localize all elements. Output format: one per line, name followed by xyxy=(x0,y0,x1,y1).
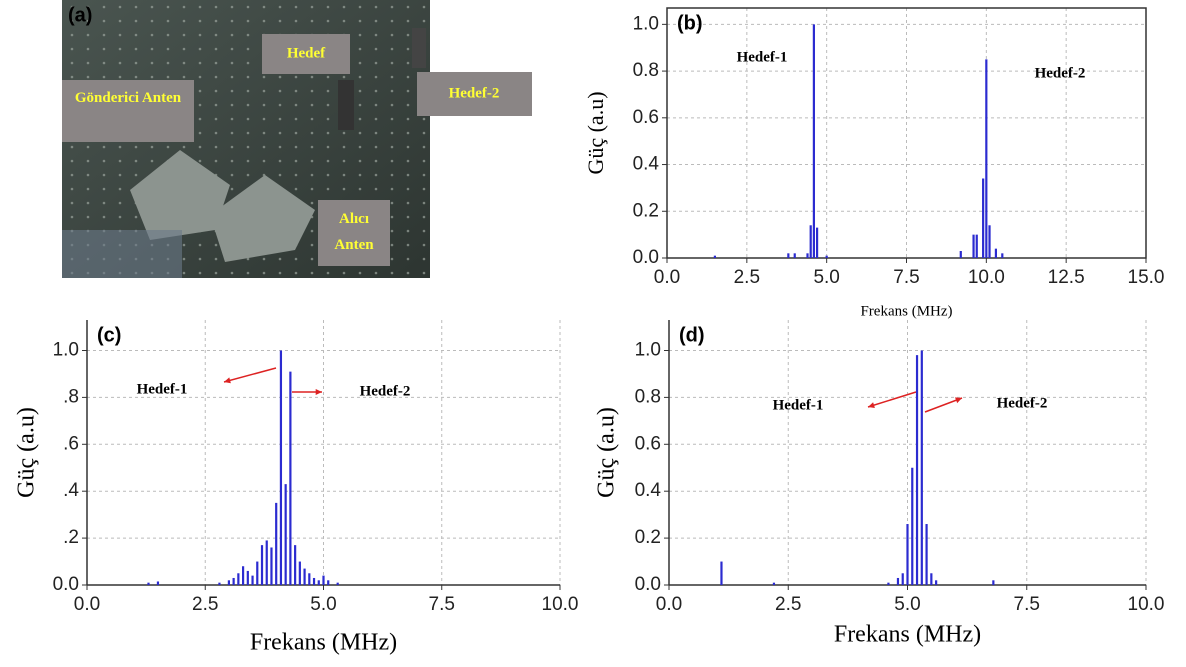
arrow-head xyxy=(868,402,875,409)
label-box xyxy=(318,200,390,266)
chart: 0.0 2.5 5.0 7.5 10.0 0.0 0.2 0.4 0.6 0.8 1.0 (d) Fre… xyxy=(594,320,1165,648)
annotation: Hedef-2 xyxy=(997,395,1048,411)
y-tick-label: 0.0 xyxy=(635,574,661,595)
y-axis-label: Güç (a.u) xyxy=(583,91,608,174)
x-tick-label: 5.0 xyxy=(813,267,839,288)
photo-label: Alıcı Anten xyxy=(334,211,374,253)
x-tick-label: 10.0 xyxy=(968,267,1005,288)
x-tick-label: 2.5 xyxy=(734,267,760,288)
y-tick-label: .4 xyxy=(63,480,79,501)
x-tick-label: 0.0 xyxy=(654,267,680,288)
y-tick-label: 1.0 xyxy=(53,340,79,361)
antenna-tx xyxy=(130,150,230,240)
x-tick-label: 10.0 xyxy=(542,594,579,615)
y-tick-label: 0.8 xyxy=(633,60,659,81)
photo: (a) Hedef Hedef-2 Gönderici Anten Alıcı … xyxy=(62,0,532,278)
annotation: Hedef-1 xyxy=(137,381,188,397)
annotation: Hedef-1 xyxy=(773,397,824,413)
panel-label: (c) xyxy=(97,324,121,346)
y-tick-label: 0.6 xyxy=(635,433,661,454)
photo-label-wrap: Gönderici Anten xyxy=(74,90,182,106)
x-axis-label: Frekans (MHz) xyxy=(860,303,952,319)
y-tick-label: 1.0 xyxy=(633,13,659,34)
x-tick-label: 2.5 xyxy=(192,594,218,615)
chart: 0.0 2.5 5.0 7.5 10.0 12.5 15.0 0.0 0.2 0.4 0.6 0.8 1… xyxy=(583,7,1165,319)
annotation: Hedef-2 xyxy=(360,383,411,399)
arrow xyxy=(223,367,277,383)
panel-label: (d) xyxy=(679,324,705,346)
photo-label: Hedef-2 xyxy=(449,85,500,101)
x-tick-label: 7.5 xyxy=(1014,594,1040,615)
x-tick-label: 0.0 xyxy=(74,594,100,615)
target-2 xyxy=(412,28,426,68)
y-tick-label: 0.4 xyxy=(635,480,662,501)
cables xyxy=(62,230,182,278)
x-tick-label: 7.5 xyxy=(429,594,455,615)
x-tick-label: 5.0 xyxy=(310,594,336,615)
x-tick-label: 0.0 xyxy=(656,594,682,615)
label-box xyxy=(62,80,194,142)
plot-frame xyxy=(666,7,1147,259)
y-tick-label: 0.2 xyxy=(635,527,661,548)
y-axis-label: Güç (a.u) xyxy=(594,407,620,498)
y-tick-label: 0.8 xyxy=(635,386,661,407)
arrow-head xyxy=(224,377,231,384)
panel-label: (a) xyxy=(68,4,92,26)
target-1 xyxy=(338,80,354,130)
y-tick-label: 1.0 xyxy=(635,340,661,361)
y-tick-label: 0.0 xyxy=(633,247,659,268)
y-tick-label: 0.0 xyxy=(53,574,79,595)
plot-area xyxy=(667,8,1146,258)
chart: 0.0 2.5 5.0 7.5 10.0 0.0 .2 .4 .6 .8 1.0 (c) Frekans… xyxy=(14,320,579,656)
x-tick-label: 15.0 xyxy=(1128,267,1165,288)
y-tick-label: 0.6 xyxy=(633,107,659,128)
photo-label: Hedef xyxy=(287,45,326,61)
arrow xyxy=(924,397,963,413)
photo-label: Gönderici Anten xyxy=(74,90,182,106)
x-axis-label: Frekans (MHz) xyxy=(250,630,397,656)
label-box xyxy=(417,72,532,116)
x-tick-label: 2.5 xyxy=(775,594,801,615)
x-tick-label: 5.0 xyxy=(894,594,920,615)
y-axis-label: Güç (a.u) xyxy=(14,407,40,498)
label-box xyxy=(262,34,350,74)
panel-label: (b) xyxy=(677,12,703,34)
y-tick-label: 0.2 xyxy=(633,200,659,221)
annotation: Hedef-2 xyxy=(1035,65,1086,81)
arrow xyxy=(867,391,917,408)
x-tick-label: 7.5 xyxy=(893,267,919,288)
x-axis-label: Frekans (MHz) xyxy=(834,622,981,648)
y-tick-label: .2 xyxy=(63,527,79,548)
annotation: Hedef-1 xyxy=(737,49,788,65)
y-tick-label: 0.4 xyxy=(633,154,660,175)
photo-label-wrap: Alıcı Anten xyxy=(334,211,374,253)
y-tick-label: .6 xyxy=(63,433,79,454)
x-tick-label: 12.5 xyxy=(1048,267,1085,288)
antenna-rx xyxy=(210,175,315,262)
y-tick-label: .8 xyxy=(63,386,79,407)
arrow-head xyxy=(955,397,962,404)
x-tick-label: 10.0 xyxy=(1128,594,1165,615)
arrow-head xyxy=(315,388,322,396)
